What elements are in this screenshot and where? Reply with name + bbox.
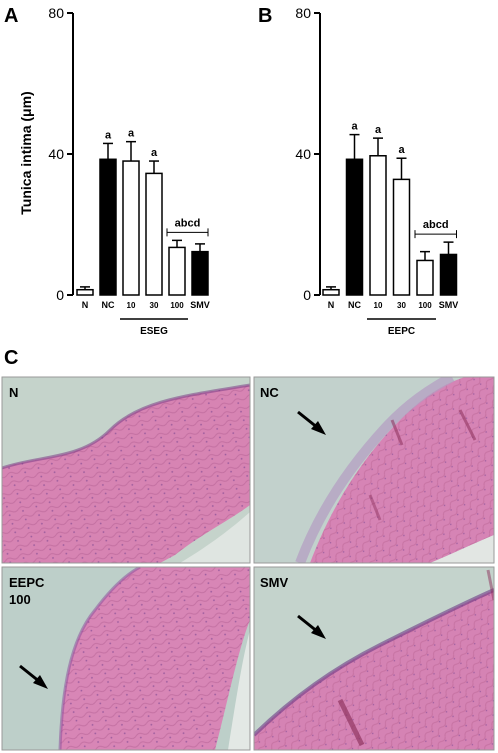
y-tick-label: 0 [303,287,311,303]
bar [99,158,117,296]
x-tick-label: N [328,300,335,310]
panel-label-a: A [4,5,18,27]
bar [322,288,340,296]
bracket-label: abcd [423,219,449,231]
arrow-icon [19,664,48,689]
significance-label: a [375,124,382,136]
x-tick-label: 10 [127,301,136,310]
chart-b: 0 40 80 N NC a 10 a 30 a 100 SMV abcd EEPC [295,5,458,337]
micrograph-label-nc: NC [260,385,279,400]
chart-a: 0 40 80 N NC a 10 a 30 a 100 SMV abcd ESEG [48,5,209,337]
micrograph-smv [254,567,494,750]
x-tick-label: N [82,300,89,310]
x-tick-label: NC [102,300,115,310]
bar [392,178,411,296]
bar [168,246,186,296]
x-tick-label: SMV [190,300,210,310]
micrograph-eepc-100 [2,567,250,750]
y-tick-label: 40 [295,146,311,162]
significance-label: a [105,129,112,141]
y-tick-label: 40 [48,146,64,162]
group-label: ESEG [140,326,168,337]
micrograph-label-n: N [9,385,18,400]
x-tick-label: 30 [150,301,159,310]
x-tick-label: 30 [397,301,406,310]
bar [145,172,163,296]
x-tick-label: 10 [374,301,383,310]
bracket-label: abcd [175,217,201,229]
bar [439,253,458,296]
significance-label: a [151,147,158,159]
micrograph-n [2,377,250,563]
arrow-icon [297,614,326,639]
bar [369,155,387,296]
group-label: EEPC [388,326,415,337]
y-tick-label: 80 [295,5,311,21]
significance-label: a [398,144,405,156]
panel-label-c: C [4,347,18,369]
arrow-icon [297,410,326,435]
bar [76,288,94,296]
panel-label-b: B [258,5,272,27]
x-tick-label: 100 [170,301,184,310]
x-tick-label: 100 [418,301,432,310]
bar [191,250,209,296]
x-tick-label: NC [348,300,361,310]
y-tick-label: 0 [56,287,64,303]
y-axis-title: Tunica intima (μm) [18,91,34,214]
bar [416,259,434,296]
y-tick-label: 80 [48,5,64,21]
significance-label: a [351,121,358,133]
bar [122,160,140,296]
micrograph-nc [254,377,494,563]
bar [345,158,364,296]
significance-label: a [128,128,135,140]
x-tick-label: SMV [439,300,459,310]
micrograph-label-smv: SMV [260,575,289,590]
micrograph-label-eepc-100: EEPC 100 [9,575,45,607]
